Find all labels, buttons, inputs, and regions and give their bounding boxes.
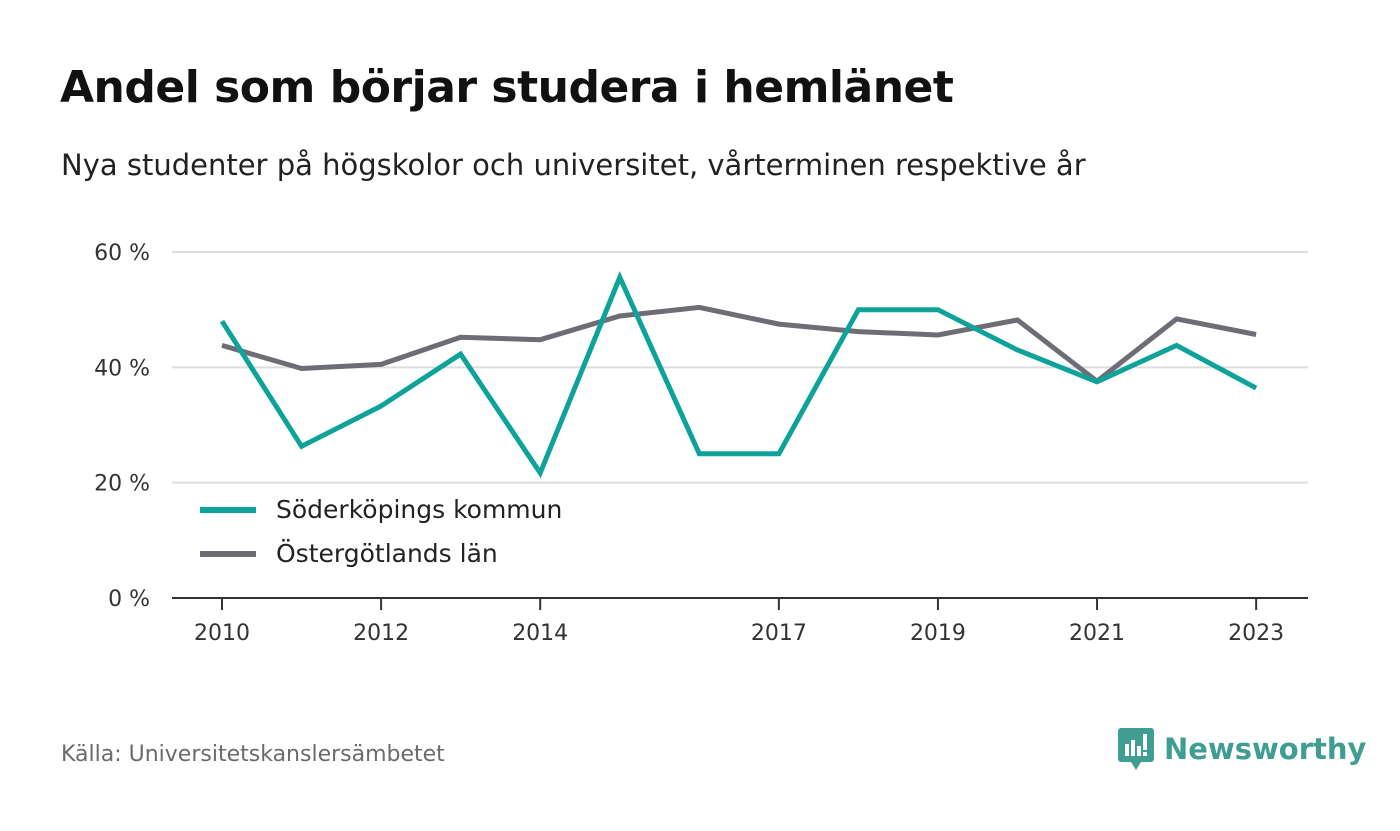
y-tick-label: 20 % — [94, 472, 150, 497]
brand-name: Newsworthy — [1164, 732, 1367, 766]
legend-label-0: Söderköpings kommun — [276, 495, 562, 524]
series-lines — [219, 271, 1258, 479]
legend: Söderköpings kommun Östergötlands län — [200, 495, 562, 568]
x-tick-label: 2023 — [1228, 621, 1284, 646]
series-line-0 — [219, 271, 1258, 479]
x-tick-label: 2010 — [194, 621, 250, 646]
series-line-1 — [221, 304, 1257, 385]
x-tick-label: 2019 — [910, 621, 966, 646]
source-note: Källa: Universitetskanslersämbetet — [61, 742, 445, 767]
axes: 0 % 20 % 40 % 60 % 2010 2012 2014 2017 2019 2021 2… — [94, 241, 1308, 646]
y-tick-label: 0 % — [108, 587, 150, 612]
chart-subtitle: Nya studenter på högskolor och universit… — [61, 148, 1086, 182]
legend-label-1: Östergötlands län — [276, 539, 498, 568]
y-tick-label: 60 % — [94, 241, 150, 266]
x-tick-label: 2012 — [353, 621, 409, 646]
x-tick-label: 2014 — [512, 621, 568, 646]
y-tick-label: 40 % — [94, 356, 150, 381]
x-tick-label: 2017 — [751, 621, 807, 646]
newsworthy-logo-icon — [1118, 728, 1154, 770]
x-tick-label: 2021 — [1069, 621, 1125, 646]
brand-logo: Newsworthy — [1118, 728, 1366, 770]
chart-title: Andel som börjar studera i hemlänet — [60, 62, 954, 113]
